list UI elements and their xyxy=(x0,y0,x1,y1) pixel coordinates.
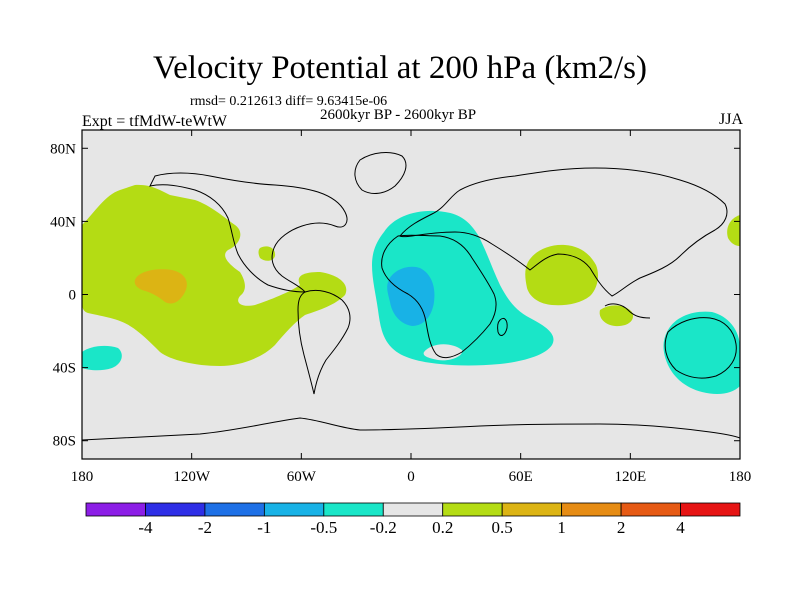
season-label: JJA xyxy=(718,111,743,128)
y-tick-label: 80S xyxy=(53,434,76,450)
x-tick-label: 180 xyxy=(71,469,94,485)
colorbar-label: -1 xyxy=(257,518,271,537)
colorbar-label: -4 xyxy=(138,518,153,537)
colorbar-label: -0.2 xyxy=(370,518,397,537)
y-axis: 80N 40N 0 40S 80S xyxy=(50,141,740,450)
y-tick-label: 40N xyxy=(50,214,76,230)
colorbar-swatch xyxy=(620,502,681,517)
central-pacific-positive xyxy=(82,184,347,366)
colorbar-label: 2 xyxy=(617,518,626,537)
colorbar-swatch xyxy=(442,502,503,517)
coast-madagascar xyxy=(497,317,508,336)
coast-greenland xyxy=(354,152,407,194)
stats-line: rmsd= 0.212613 diff= 9.63415e-06 xyxy=(190,94,388,109)
colorbar-swatch xyxy=(561,502,622,517)
colorbar-label: 4 xyxy=(676,518,685,537)
y-tick-label: 80N xyxy=(50,141,76,157)
x-tick-label: 60W xyxy=(287,469,317,485)
maritime-continent-positive xyxy=(599,305,634,327)
colorbar-swatch xyxy=(85,502,146,517)
colorbar-swatch xyxy=(680,502,741,517)
colorbar-label: -0.5 xyxy=(310,518,337,537)
coast-antarctica xyxy=(82,417,740,441)
period-label: 2600kyr BP - 2600kyr BP xyxy=(320,107,477,123)
coastlines xyxy=(82,152,740,441)
y-tick-label: 0 xyxy=(69,288,77,304)
coast-indonesia xyxy=(604,303,651,319)
x-tick-label: 120W xyxy=(173,469,211,485)
colorbar-swatch xyxy=(501,502,563,517)
colorbar-label: 1 xyxy=(557,518,566,537)
colorbar-label: -2 xyxy=(198,518,212,537)
colorbar-swatch xyxy=(204,502,265,517)
colorbar: -4 -2 -1 -0.5 -0.2 0.2 0.5 1 2 4 xyxy=(85,502,741,537)
central-pacific-peak xyxy=(134,269,187,304)
coast-africa xyxy=(381,234,497,359)
chart-title: Velocity Potential at 200 hPa (km2/s) xyxy=(152,50,648,86)
colorbar-swatch xyxy=(323,502,384,517)
x-tick-label: 120E xyxy=(614,469,646,485)
colorbar-label: 0.5 xyxy=(492,518,513,537)
x-tick-label: 180 xyxy=(729,469,752,485)
south-pacific-negative xyxy=(82,345,122,371)
x-tick-label: 60E xyxy=(509,469,533,485)
y-tick-label: 40S xyxy=(53,361,76,377)
coast-north-america xyxy=(149,172,348,293)
colorbar-swatch xyxy=(382,502,444,517)
coast-south-america xyxy=(297,289,351,395)
colorbar-swatch xyxy=(263,502,325,517)
coast-australia xyxy=(664,317,737,379)
colorbar-label: 0.2 xyxy=(432,518,453,537)
x-axis: 180 120W 60W 0 60E 120E 180 xyxy=(71,130,752,485)
africa-indian-ocean-negative xyxy=(372,210,554,366)
north-atlantic-positive xyxy=(258,246,276,261)
colorbar-swatch xyxy=(145,502,206,517)
coast-eurasia xyxy=(399,167,728,297)
experiment-label: Expt = tfMdW-teWtW xyxy=(82,113,227,130)
x-tick-label: 0 xyxy=(407,469,415,485)
west-pacific-positive xyxy=(727,215,740,246)
